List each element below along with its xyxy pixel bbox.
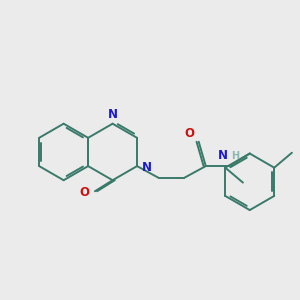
Text: H: H	[231, 151, 239, 160]
Text: N: N	[218, 149, 228, 162]
Text: O: O	[184, 127, 194, 140]
Text: O: O	[79, 186, 89, 199]
Text: N: N	[142, 161, 152, 174]
Text: N: N	[108, 108, 118, 121]
